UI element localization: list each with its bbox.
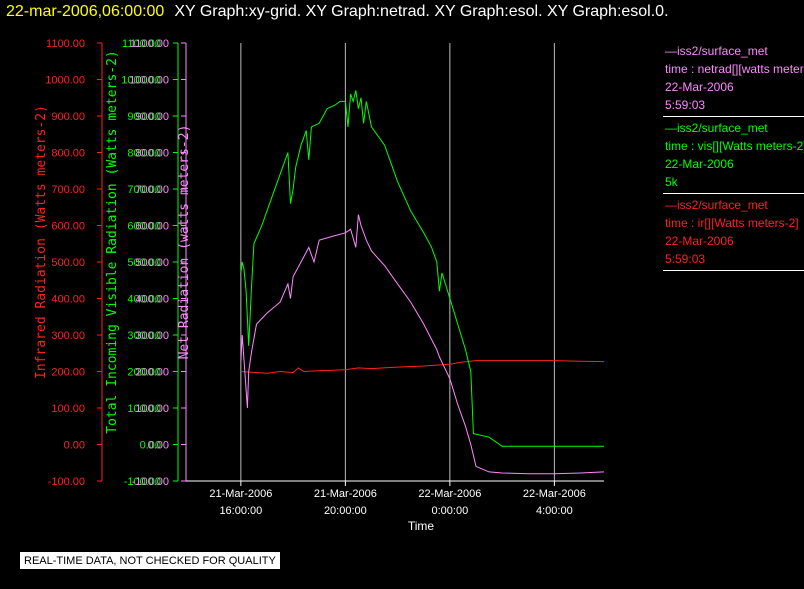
legend-extra: 5:59:03 [665,98,706,112]
y-tick-label-0-6: 500.00 [51,257,85,269]
title-bar: 22-mar-2006,06:00:00 XY Graph:xy-grid. XY… [6,3,669,21]
y-tick-label-2-8: 300.00 [135,330,169,342]
y-tick-label-2-4: 700.00 [135,184,169,196]
y-tick-label-1-11: 0.00 [140,440,161,452]
y-tick-label-1-12: -100.00 [124,476,161,488]
y-tick-label-2-11: 0.00 [148,440,169,452]
legend-name: —iss2/surface_met [665,121,768,135]
x-tick-date-1: 21-Mar-2006 [314,488,377,500]
y-tick-label-0-2: 900.00 [51,111,85,123]
y-tick-label-1-10: 100.00 [127,403,161,415]
legend-desc: time : vis[][Watts meters-2] [665,139,804,153]
legend-name: —iss2/surface_met [665,198,768,212]
y-tick-label-1-3: 800.00 [127,148,161,160]
y-tick-label-0-9: 200.00 [51,367,85,379]
legend-date: 22-Mar-2006 [665,80,734,94]
x-tick-date-2: 22-Mar-2006 [418,488,481,500]
y-tick-label-1-4: 700.00 [127,184,161,196]
y-tick-label-1-1: 1000.00 [121,75,161,87]
title-graph-list: XY Graph:xy-grid. XY Graph:netrad. XY Gr… [174,3,669,20]
y-tick-label-0-8: 300.00 [51,330,85,342]
y-tick-label-2-7: 400.00 [135,294,169,306]
y-tick-label-0-3: 800.00 [51,148,85,160]
y-tick-label-2-9: 200.00 [135,367,169,379]
y-tick-label-1-6: 500.00 [127,257,161,269]
y-tick-label-2-3: 800.00 [135,148,169,160]
x-tick-time-1: 20:00:00 [324,505,367,517]
y-tick-label-0-10: 100.00 [51,403,85,415]
legend-extra: 5:59:03 [665,252,706,266]
legend-desc: time : netrad[][watts meters-2] [665,62,804,76]
y-tick-label-2-12: -100.00 [132,476,169,488]
legend-desc: time : ir[][Watts meters-2] [665,216,799,230]
y-tick-label-0-12: -100.00 [48,476,85,488]
y-tick-label-2-6: 500.00 [135,257,169,269]
x-tick-date-3: 22-Mar-2006 [523,488,586,500]
y-tick-label-1-9: 200.00 [127,367,161,379]
y-tick-label-0-7: 400.00 [51,294,85,306]
y-tick-label-2-0: 1100.00 [130,38,169,50]
y-axis-title-2: Net Radiation (watts meters-2) [177,125,192,360]
y-tick-label-0-4: 700.00 [51,184,85,196]
y-tick-label-1-2: 900.00 [127,111,161,123]
y-axis-title-0: Infrared Radiation (Watts meters-2) [34,105,49,379]
y-tick-label-1-5: 600.00 [127,221,161,233]
y-tick-label-2-5: 600.00 [135,221,169,233]
y-tick-label-1-7: 400.00 [127,294,161,306]
y-tick-label-0-0: 1100.00 [46,38,85,50]
x-tick-time-2: 0:00:00 [432,505,469,517]
x-axis-title: Time [408,519,435,533]
quality-note: REAL-TIME DATA, NOT CHECKED FOR QUALITY [20,552,280,569]
y-tick-label-0-5: 600.00 [51,221,85,233]
legend-name: —iss2/surface_met [665,44,768,58]
series-line-ir [240,360,605,374]
y-tick-label-2-2: 900.00 [135,111,169,123]
x-tick-date-0: 21-Mar-2006 [209,488,272,500]
x-tick-time-0: 16:00:00 [219,505,262,517]
y-tick-label-0-11: 0.00 [64,440,85,452]
y-tick-label-2-1: 1000.00 [129,75,169,87]
y-tick-label-2-10: 100.00 [135,403,169,415]
legend-date: 22-Mar-2006 [665,234,734,248]
y-tick-label-1-0: 1100.00 [122,38,161,50]
legend-extra: 5k [665,175,678,189]
y-axis-title-1: Total Incoming Visible Radiation (Watts … [105,50,120,434]
y-tick-label-1-8: 300.00 [127,330,161,342]
series-line-netrad [240,214,605,475]
y-tick-label-0-1: 1000.00 [45,75,85,87]
x-tick-time-3: 4:00:00 [536,505,573,517]
legend-date: 22-Mar-2006 [665,157,734,171]
series-line-vis [240,90,604,447]
title-date: 22-mar-2006,06:00:00 [6,3,165,20]
